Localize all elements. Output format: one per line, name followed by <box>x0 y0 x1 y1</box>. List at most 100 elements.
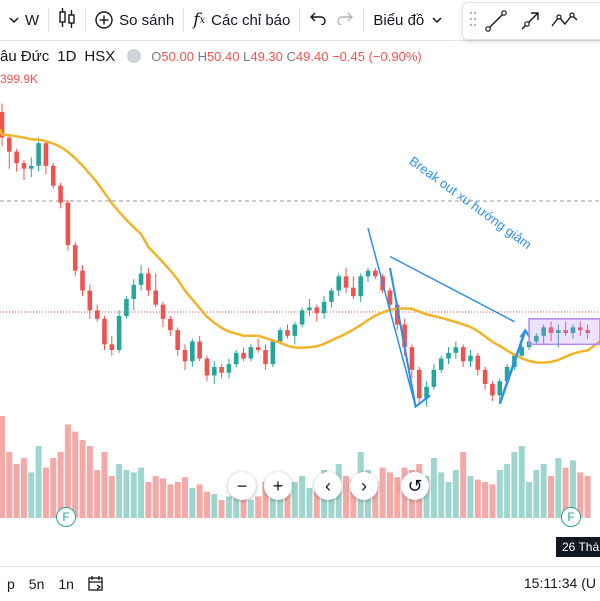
volume-bar <box>496 470 503 518</box>
zoom-in-button[interactable]: + <box>264 472 292 500</box>
volume-bar <box>160 478 167 518</box>
candle <box>409 344 415 379</box>
volume-bar <box>291 482 298 518</box>
volume-bar <box>211 494 218 518</box>
candle <box>475 352 481 376</box>
candle <box>570 324 576 339</box>
volume-bar <box>42 467 49 518</box>
annotation-text[interactable]: Break out xu hướng giảm <box>406 153 534 252</box>
plus-circle-icon <box>95 11 113 29</box>
moving-average-line <box>0 128 600 364</box>
candle <box>219 364 224 379</box>
candle <box>519 344 525 359</box>
candle <box>211 361 217 384</box>
volume-bar <box>138 467 145 518</box>
candle <box>138 265 144 291</box>
chart-type-button[interactable]: Biểu đồ <box>364 0 457 40</box>
candle <box>577 321 583 336</box>
drawn-line[interactable] <box>367 227 417 407</box>
go-to-date-icon[interactable] <box>81 575 111 594</box>
candle <box>0 103 5 146</box>
candle <box>585 324 590 339</box>
price-chart[interactable]: Break out xu hướng giảm Tháng 5Tháng 616… <box>0 68 600 538</box>
compare-button[interactable]: So sánh <box>86 0 183 40</box>
volume-bar <box>474 479 481 518</box>
volume-bar <box>6 452 13 518</box>
compare-label: So sánh <box>119 11 175 29</box>
undo-button[interactable] <box>300 0 336 40</box>
candle <box>292 321 298 345</box>
symbol-exchange: HSX <box>84 47 116 65</box>
trend-arrow[interactable] <box>389 255 515 323</box>
zoom-out-button[interactable]: − <box>228 472 256 500</box>
candle <box>387 287 393 311</box>
volume-bar <box>350 479 357 518</box>
candle <box>21 160 27 180</box>
candle <box>482 367 488 390</box>
trend-line-icon[interactable] <box>481 6 511 36</box>
path-line-icon[interactable] <box>549 6 579 36</box>
symbol-interval: 1D <box>57 47 77 65</box>
volume-bar <box>555 458 562 518</box>
earnings-event-marker[interactable]: F <box>56 507 76 527</box>
scroll-left-button[interactable]: ‹ <box>314 472 342 500</box>
volume-bar <box>299 476 306 518</box>
range-button-5y[interactable]: 5n <box>28 576 45 592</box>
volume-bar <box>430 458 437 518</box>
volume-bar <box>108 476 115 518</box>
chevron-down-icon <box>432 15 442 25</box>
candle <box>373 267 378 280</box>
candle <box>416 367 422 404</box>
symbol-name[interactable]: âu Đức <box>0 47 50 65</box>
volume-bar <box>452 470 459 518</box>
toolbar-divider <box>85 8 87 32</box>
range-button-1y[interactable]: 1n <box>58 576 74 592</box>
toolbar-divider <box>299 8 301 32</box>
candle <box>14 148 19 172</box>
breakout-arrow[interactable] <box>498 329 527 405</box>
candle <box>358 273 363 302</box>
scroll-right-button[interactable]: › <box>350 472 378 500</box>
candle <box>365 267 371 282</box>
minus-icon: − <box>236 475 248 496</box>
candle <box>453 341 459 359</box>
candle <box>116 310 122 353</box>
undo-icon <box>309 11 327 29</box>
bottom-bar: p 5n 1n <box>0 566 600 601</box>
candle-type-button[interactable] <box>49 0 85 40</box>
redo-button[interactable] <box>336 0 363 40</box>
interval-button[interactable]: W <box>0 0 48 40</box>
candlestick-icon <box>58 7 76 33</box>
candle <box>36 137 41 172</box>
indicators-label: Các chỉ báo <box>211 11 291 29</box>
range-button[interactable]: p <box>7 576 15 592</box>
volume-bar <box>182 477 188 518</box>
candle <box>94 304 100 322</box>
candle <box>102 316 107 350</box>
candle <box>160 301 166 328</box>
toolbar-divider <box>183 8 185 32</box>
reset-icon: ↺ <box>407 475 423 496</box>
drag-handle-icon[interactable] <box>469 11 477 32</box>
candle <box>233 350 239 367</box>
arrow-line-icon[interactable] <box>515 6 545 36</box>
accumulation-box[interactable] <box>528 318 600 346</box>
volume-bar <box>145 482 152 518</box>
volume-bar <box>577 472 584 518</box>
volume-bar <box>196 484 203 518</box>
candle <box>175 327 180 356</box>
volume-bar <box>233 494 240 518</box>
candle <box>131 279 137 311</box>
volume-bar <box>86 446 93 518</box>
volume-bar <box>35 446 42 518</box>
volume-bar <box>225 496 232 518</box>
volume-bar <box>548 476 554 518</box>
earnings-event-marker[interactable]: F <box>561 507 581 527</box>
candle <box>50 163 56 189</box>
candle <box>548 321 554 342</box>
volume-bar <box>284 491 291 518</box>
candle <box>197 335 202 362</box>
redo-icon <box>336 11 354 29</box>
reset-chart-button[interactable]: ↺ <box>401 472 429 500</box>
